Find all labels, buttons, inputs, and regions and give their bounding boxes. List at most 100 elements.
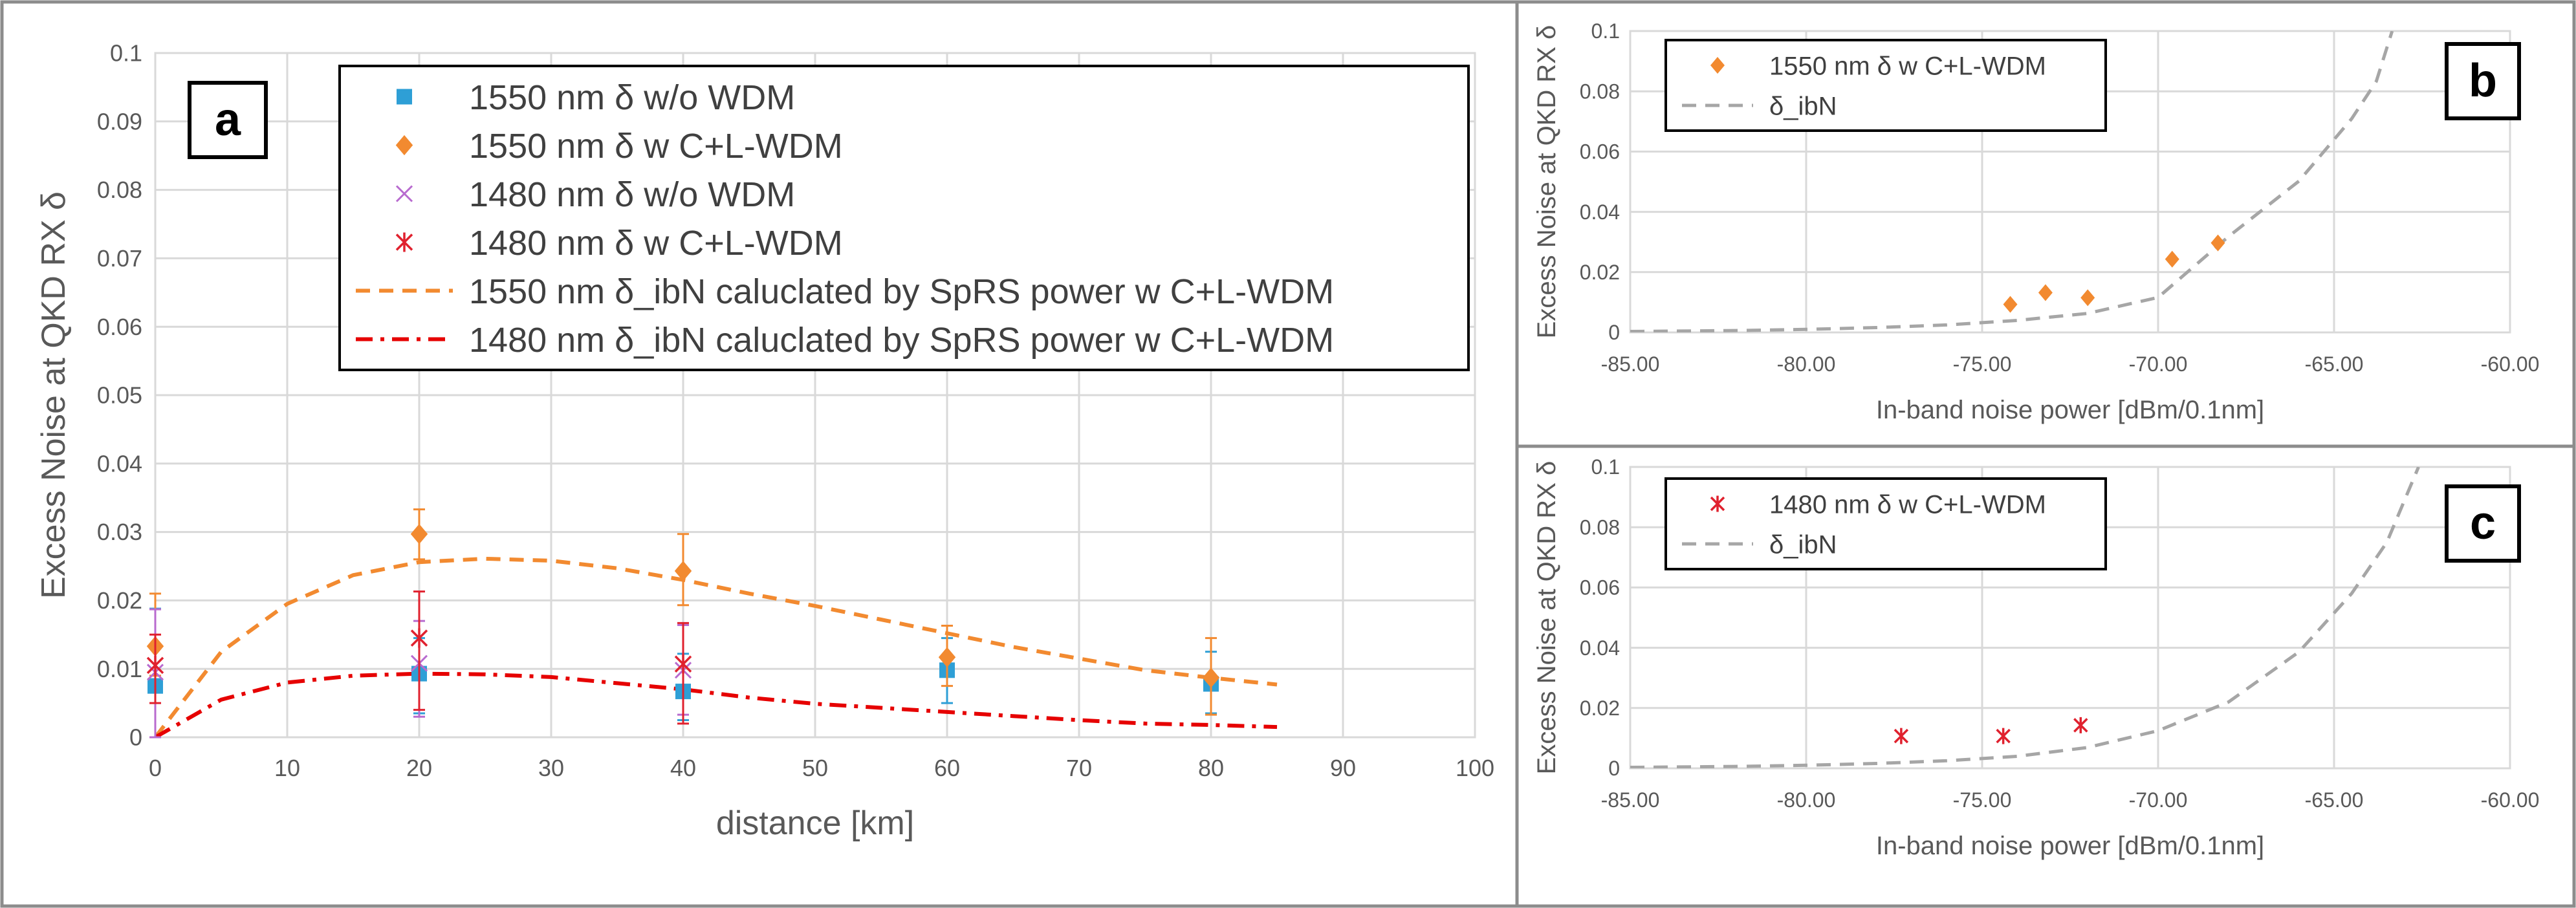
legend-label: 1480 nm δ_ibN caluclated by SpRS power w… — [469, 321, 1334, 360]
legend-swatch-square — [397, 89, 412, 105]
x-tick-label: 70 — [1066, 755, 1092, 781]
legend-label: 1550 nm δ w C+L-WDM — [469, 127, 843, 166]
legend-label: δ_ibN — [1769, 530, 1837, 559]
x-tick-label: 50 — [802, 755, 828, 781]
data-point-asterisk — [674, 654, 692, 674]
y-axis-label: Excess Noise at QKD RX δ — [35, 191, 72, 599]
y-tick-label: 0.02 — [97, 587, 142, 614]
data-point-diamond — [1202, 667, 1220, 688]
panel-b-label: b — [2469, 55, 2497, 107]
y-tick-label: 0 — [129, 724, 142, 751]
y-tick-label: 0.04 — [1580, 636, 1620, 660]
legend-swatch-x — [395, 185, 413, 202]
y-tick-label: 0.09 — [97, 108, 142, 135]
x-tick-label: 100 — [1456, 755, 1494, 781]
x-tick-label: 80 — [1198, 755, 1224, 781]
series-line-dashdot — [155, 671, 1278, 737]
panel-c-label: c — [2470, 497, 2496, 549]
x-tick-label: -60.00 — [2481, 352, 2540, 376]
panel-b: -85.00 -80.00 -75.00 -70.00 -65.00 -60.00 0 0.0… — [1533, 19, 2539, 424]
legend-box — [338, 65, 1470, 371]
y-tick-label: 0.06 — [1580, 140, 1620, 164]
y-tick-label: 0.01 — [97, 656, 142, 682]
x-tick-label: -60.00 — [2481, 788, 2540, 812]
x-tick-label: 60 — [934, 755, 960, 781]
x-tick-label: 10 — [274, 755, 300, 781]
y-tick-label: 0.04 — [1580, 200, 1620, 224]
legend-label: 1550 nm δ w C+L-WDM — [1769, 52, 2046, 80]
series-line-dash — [1630, 467, 2420, 768]
legend-label: 1550 nm δ w/o WDM — [469, 78, 795, 117]
x-tick-label: 90 — [1330, 755, 1356, 781]
data-point-diamond — [674, 561, 692, 581]
data-point-diamond — [938, 647, 956, 667]
x-axis-label: distance [km] — [716, 805, 914, 842]
legend-box — [1665, 477, 2107, 570]
x-tick-label: -75.00 — [1953, 352, 2012, 376]
x-axis-label: In-band noise power [dBm/0.1nm] — [1876, 396, 2264, 424]
y-tick-label: 0.02 — [1580, 697, 1620, 720]
legend-label: 1480 nm δ w C+L-WDM — [1769, 490, 2046, 519]
x-tick-label: 20 — [406, 755, 432, 781]
x-tick-label: -80.00 — [1777, 352, 1836, 376]
y-tick-label: 0.05 — [97, 382, 142, 409]
legend-swatch-asterisk — [395, 232, 413, 252]
panel-a: 0 10 20 30 40 50 60 70 80 90 100 0 0.01 0.02 0.03 0.04 0… — [35, 40, 1494, 842]
y-tick-label: 0.02 — [1580, 261, 1620, 284]
y-tick-label: 0.07 — [97, 245, 142, 272]
x-tick-label: -80.00 — [1777, 788, 1836, 812]
y-tick-label: 0.06 — [97, 314, 142, 340]
data-point-diamond — [2080, 289, 2095, 307]
data-point-asterisk — [410, 628, 428, 648]
panel-b-label-box: b — [2445, 42, 2521, 120]
y-tick-label: 0.08 — [97, 177, 142, 203]
panel-c: -85.00 -80.00 -75.00 -70.00 -65.00 -60.00 0 0.0… — [1533, 455, 2539, 860]
data-point-diamond — [410, 524, 428, 545]
legend-swatch-diamond — [1710, 57, 1725, 74]
panel-a-label: a — [215, 94, 241, 146]
x-tick-label: -85.00 — [1601, 352, 1660, 376]
x-tick-label: -75.00 — [1953, 788, 2012, 812]
legend-swatch-diamond — [395, 135, 413, 156]
data-point-diamond — [2003, 296, 2018, 313]
x-tick-label: 0 — [149, 755, 162, 781]
panel-a-label-box: a — [188, 81, 268, 159]
x-tick-label: -70.00 — [2129, 352, 2188, 376]
y-tick-label: 0.06 — [1580, 576, 1620, 600]
series-line-dash — [1630, 31, 2394, 332]
x-tick-label: -85.00 — [1601, 788, 1660, 812]
y-axis-label: Excess Noise at QKD RX δ — [1533, 25, 1561, 339]
data-point-asterisk — [146, 655, 164, 675]
y-tick-label: 0.04 — [97, 450, 142, 477]
x-tick-label: -70.00 — [2129, 788, 2188, 812]
data-point-diamond — [2038, 284, 2053, 301]
data-point-asterisk — [2073, 717, 2088, 733]
x-tick-label: 40 — [670, 755, 696, 781]
y-tick-label: 0.03 — [97, 519, 142, 545]
y-tick-label: 0.1 — [1591, 455, 1620, 479]
x-axis-label: In-band noise power [dBm/0.1nm] — [1876, 832, 2264, 860]
legend-label: 1550 nm δ_ibN caluclated by SpRS power w… — [469, 272, 1334, 311]
legend-label: 1480 nm δ w C+L-WDM — [469, 224, 843, 263]
legend-swatch-asterisk — [1710, 495, 1725, 512]
y-tick-label: 0.08 — [1580, 80, 1620, 103]
series-line-dash — [155, 556, 1278, 737]
data-point-asterisk — [1894, 728, 1909, 744]
y-tick-label: 0.1 — [1591, 19, 1620, 43]
legend-label: 1480 nm δ w/o WDM — [469, 175, 795, 214]
data-point-diamond — [2210, 234, 2225, 252]
y-tick-label: 0 — [1608, 757, 1620, 780]
x-tick-label: -65.00 — [2305, 352, 2364, 376]
legend-label: δ_ibN — [1769, 92, 1837, 120]
x-tick-label: 30 — [538, 755, 564, 781]
y-axis-label: Excess Noise at QKD RX δ — [1533, 461, 1561, 775]
y-tick-label: 0 — [1608, 321, 1620, 344]
data-point-asterisk — [1996, 728, 2011, 744]
data-point-diamond — [2165, 250, 2179, 268]
panel-c-label-box: c — [2445, 484, 2521, 563]
legend-box — [1665, 39, 2107, 132]
x-tick-label: -65.00 — [2305, 788, 2364, 812]
y-tick-label: 0.08 — [1580, 515, 1620, 539]
y-tick-label: 0.1 — [110, 40, 142, 67]
